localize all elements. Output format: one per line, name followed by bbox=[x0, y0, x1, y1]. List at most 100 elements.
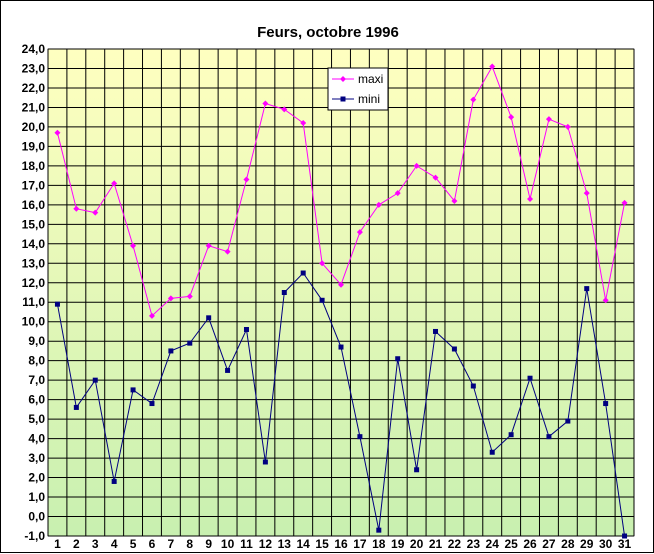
data-point-maxi bbox=[470, 96, 477, 103]
series-mini bbox=[54, 270, 628, 539]
data-point-mini bbox=[187, 340, 193, 346]
data-point-maxi bbox=[262, 100, 269, 107]
data-point-mini bbox=[281, 290, 287, 295]
data-point-mini bbox=[338, 344, 344, 350]
data-point-mini bbox=[73, 404, 79, 410]
data-point-maxi bbox=[413, 162, 420, 169]
x-tick-label: 23 bbox=[467, 537, 481, 551]
data-point-maxi bbox=[451, 197, 458, 204]
data-point-maxi bbox=[300, 120, 307, 127]
y-tick-label: 4,0 bbox=[28, 432, 45, 446]
data-point-mini bbox=[584, 286, 590, 292]
x-tick-label: 14 bbox=[297, 537, 311, 551]
y-tick-label: 2,0 bbox=[28, 471, 45, 485]
y-tick-label: 7,0 bbox=[28, 373, 45, 387]
x-axis: 1 2 3 4 5 6 7 8 9 10 11 12 13 14 15 16 17 18 19 20 21 22 23 24 2… bbox=[54, 537, 631, 551]
data-point-mini bbox=[527, 375, 533, 381]
legend-box bbox=[327, 67, 389, 111]
legend-item-maxi: maxi bbox=[332, 72, 383, 86]
x-tick-label: 22 bbox=[448, 537, 462, 551]
data-point-mini bbox=[168, 348, 174, 354]
data-point-mini bbox=[262, 459, 268, 465]
data-point-mini bbox=[451, 346, 457, 352]
data-point-maxi bbox=[564, 123, 571, 130]
y-tick-label: 15,0 bbox=[22, 217, 46, 231]
data-point-maxi bbox=[92, 209, 99, 216]
data-point-maxi bbox=[281, 106, 288, 113]
x-tick-label: 20 bbox=[410, 537, 424, 551]
x-tick-label: 2 bbox=[73, 537, 80, 551]
x-tick-label: 17 bbox=[353, 537, 367, 551]
x-tick-label: 13 bbox=[278, 537, 292, 551]
data-point-mini bbox=[149, 401, 155, 407]
x-tick-label: 27 bbox=[542, 537, 556, 551]
data-point-maxi bbox=[54, 129, 61, 136]
y-tick-label: 21,0 bbox=[22, 100, 46, 114]
y-tick-label: 16,0 bbox=[22, 198, 46, 212]
data-point-maxi bbox=[375, 201, 382, 208]
y-tick-label: 8,0 bbox=[28, 354, 45, 368]
data-point-maxi bbox=[167, 295, 174, 302]
x-tick-label: 15 bbox=[315, 537, 329, 551]
data-point-mini bbox=[111, 478, 117, 484]
data-point-maxi bbox=[243, 176, 250, 183]
y-tick-label: 3,0 bbox=[28, 451, 45, 465]
data-point-mini bbox=[130, 387, 136, 393]
x-tick-label: 12 bbox=[259, 537, 273, 551]
y-tick-label: 13,0 bbox=[22, 256, 46, 270]
y-tick-label: 6,0 bbox=[28, 393, 45, 407]
data-point-maxi bbox=[527, 195, 534, 202]
data-point-mini bbox=[508, 432, 514, 438]
plot-area bbox=[47, 48, 635, 537]
data-point-maxi bbox=[508, 114, 515, 121]
y-tick-label: 18,0 bbox=[22, 159, 46, 173]
data-point-mini bbox=[622, 533, 628, 539]
x-tick-label: 7 bbox=[168, 537, 175, 551]
y-tick-label: 24,0 bbox=[22, 42, 46, 56]
y-tick-label: 14,0 bbox=[22, 237, 46, 251]
data-point-maxi bbox=[73, 205, 80, 212]
y-tick-label: 20,0 bbox=[22, 120, 46, 134]
y-tick-label: 0,0 bbox=[28, 510, 45, 524]
data-point-mini bbox=[565, 418, 571, 424]
data-point-mini bbox=[54, 301, 60, 307]
data-point-mini bbox=[603, 401, 609, 407]
y-tick-label: 5,0 bbox=[28, 412, 45, 426]
legend-marker bbox=[340, 96, 346, 102]
data-point-mini bbox=[225, 367, 231, 373]
x-tick-label: 9 bbox=[205, 537, 212, 551]
legend-label: maxi bbox=[358, 72, 383, 86]
data-point-mini bbox=[433, 328, 439, 334]
data-point-maxi bbox=[545, 116, 552, 123]
y-tick-label: 11,0 bbox=[22, 295, 45, 309]
data-point-maxi bbox=[621, 199, 628, 206]
x-tick-label: 30 bbox=[599, 537, 613, 551]
data-point-maxi bbox=[130, 242, 137, 249]
x-tick-label: 6 bbox=[149, 537, 156, 551]
legend-marker bbox=[340, 76, 346, 82]
y-axis: -1,0 0,0 1,0 2,0 3,0 4,0 5,0 6,0 7,0 8,0 9,0 10,0 11… bbox=[22, 42, 46, 543]
data-point-maxi bbox=[489, 63, 496, 70]
x-tick-label: 4 bbox=[111, 537, 118, 551]
data-point-mini bbox=[319, 297, 325, 303]
y-tick-label: -1,0 bbox=[24, 529, 45, 543]
data-point-mini bbox=[357, 434, 363, 440]
data-point-maxi bbox=[394, 190, 401, 197]
data-point-maxi bbox=[356, 229, 363, 236]
x-tick-label: 5 bbox=[130, 537, 137, 551]
data-point-maxi bbox=[432, 174, 439, 181]
x-tick-label: 8 bbox=[186, 537, 193, 551]
y-tick-label: 23,0 bbox=[22, 61, 46, 75]
data-point-mini bbox=[470, 383, 476, 389]
x-tick-label: 19 bbox=[391, 537, 405, 551]
x-tick-label: 16 bbox=[334, 537, 348, 551]
x-tick-label: 28 bbox=[561, 537, 575, 551]
y-tick-label: 9,0 bbox=[28, 334, 45, 348]
chart-title: Feurs, octobre 1996 bbox=[257, 24, 399, 41]
x-tick-label: 11 bbox=[240, 537, 253, 551]
data-point-mini bbox=[489, 449, 495, 455]
x-tick-label: 25 bbox=[504, 537, 518, 551]
y-tick-label: 12,0 bbox=[22, 276, 46, 290]
